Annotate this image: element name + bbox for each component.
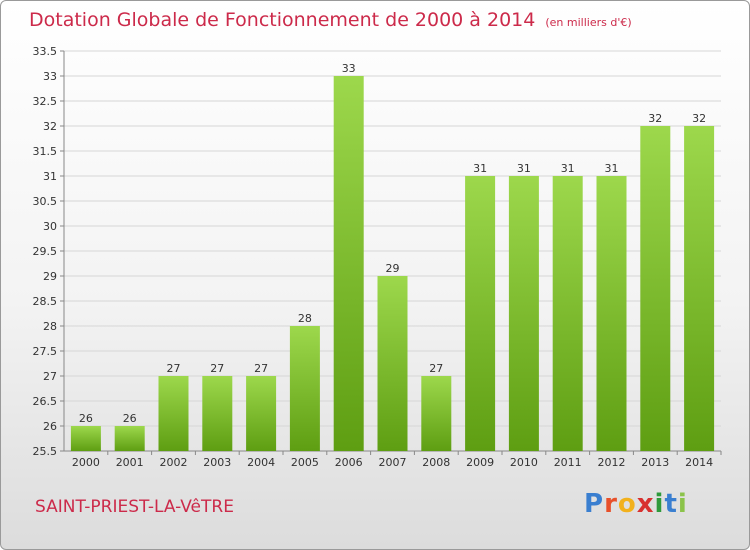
bar-2000: [70, 426, 101, 451]
x-tick-label-2008: 2008: [422, 456, 450, 469]
y-tick-label: 25.5: [33, 445, 58, 458]
x-tick-label-2009: 2009: [466, 456, 494, 469]
x-tick-label-2005: 2005: [291, 456, 319, 469]
bar-2013: [640, 126, 671, 451]
y-tick-label: 28: [43, 320, 57, 333]
x-tick-label-2004: 2004: [247, 456, 275, 469]
y-tick-label: 29: [43, 270, 57, 283]
chart-title-text: Dotation Globale de Fonctionnement de 20…: [29, 9, 536, 31]
y-tick-label: 33.5: [33, 45, 58, 58]
y-tick-label: 31: [43, 170, 57, 183]
x-tick-label-2013: 2013: [641, 456, 669, 469]
y-tick-label: 26.5: [33, 395, 58, 408]
bar-2006: [333, 76, 364, 451]
y-tick-label: 29.5: [33, 245, 58, 258]
bar-2009: [465, 176, 496, 451]
bar-2005: [289, 326, 320, 451]
y-tick-label: 30: [43, 220, 57, 233]
bar-2008: [421, 376, 452, 451]
x-tick-label-2012: 2012: [598, 456, 626, 469]
chart-title: Dotation Globale de Fonctionnement de 20…: [29, 9, 632, 31]
x-tick-label-2002: 2002: [160, 456, 188, 469]
proxiti-logo: Proxiti: [584, 489, 688, 519]
y-tick-label: 30.5: [33, 195, 58, 208]
place-name: SAINT-PRIEST-LA-VêTRE: [35, 497, 234, 517]
bar-2007: [377, 276, 408, 451]
bar-2002: [158, 376, 189, 451]
x-tick-label-2001: 2001: [116, 456, 144, 469]
bar-2014: [684, 126, 715, 451]
bar-2004: [246, 376, 277, 451]
bar-2012: [596, 176, 627, 451]
x-tick-label-2010: 2010: [510, 456, 538, 469]
data-label-2011: 31: [561, 162, 575, 175]
unit-note: (en milliers d'€): [545, 16, 632, 29]
x-tick-label-2000: 2000: [72, 456, 100, 469]
bar-2010: [508, 176, 539, 451]
data-label-2003: 27: [210, 362, 224, 375]
y-tick-label: 28.5: [33, 295, 58, 308]
data-label-2007: 29: [386, 262, 400, 275]
data-label-2013: 32: [648, 112, 662, 125]
data-label-2002: 27: [167, 362, 181, 375]
data-label-2008: 27: [429, 362, 443, 375]
x-tick-label-2014: 2014: [685, 456, 713, 469]
data-label-2006: 33: [342, 62, 356, 75]
data-label-2005: 28: [298, 312, 312, 325]
y-tick-label: 27.5: [33, 345, 58, 358]
x-tick-label-2006: 2006: [335, 456, 363, 469]
x-tick-label-2007: 2007: [379, 456, 407, 469]
y-tick-label: 32.5: [33, 95, 58, 108]
y-tick-label: 33: [43, 70, 57, 83]
data-label-2012: 31: [605, 162, 619, 175]
data-label-2001: 26: [123, 412, 137, 425]
data-label-2004: 27: [254, 362, 268, 375]
data-label-2009: 31: [473, 162, 487, 175]
y-tick-label: 32: [43, 120, 57, 133]
y-tick-label: 26: [43, 420, 57, 433]
x-tick-label-2011: 2011: [554, 456, 582, 469]
data-label-2000: 26: [79, 412, 93, 425]
data-label-2010: 31: [517, 162, 531, 175]
y-tick-label: 31.5: [33, 145, 58, 158]
bar-2003: [202, 376, 233, 451]
bar-2001: [114, 426, 145, 451]
x-tick-label-2003: 2003: [203, 456, 231, 469]
y-tick-label: 27: [43, 370, 57, 383]
data-label-2014: 32: [692, 112, 706, 125]
bar-2011: [552, 176, 583, 451]
